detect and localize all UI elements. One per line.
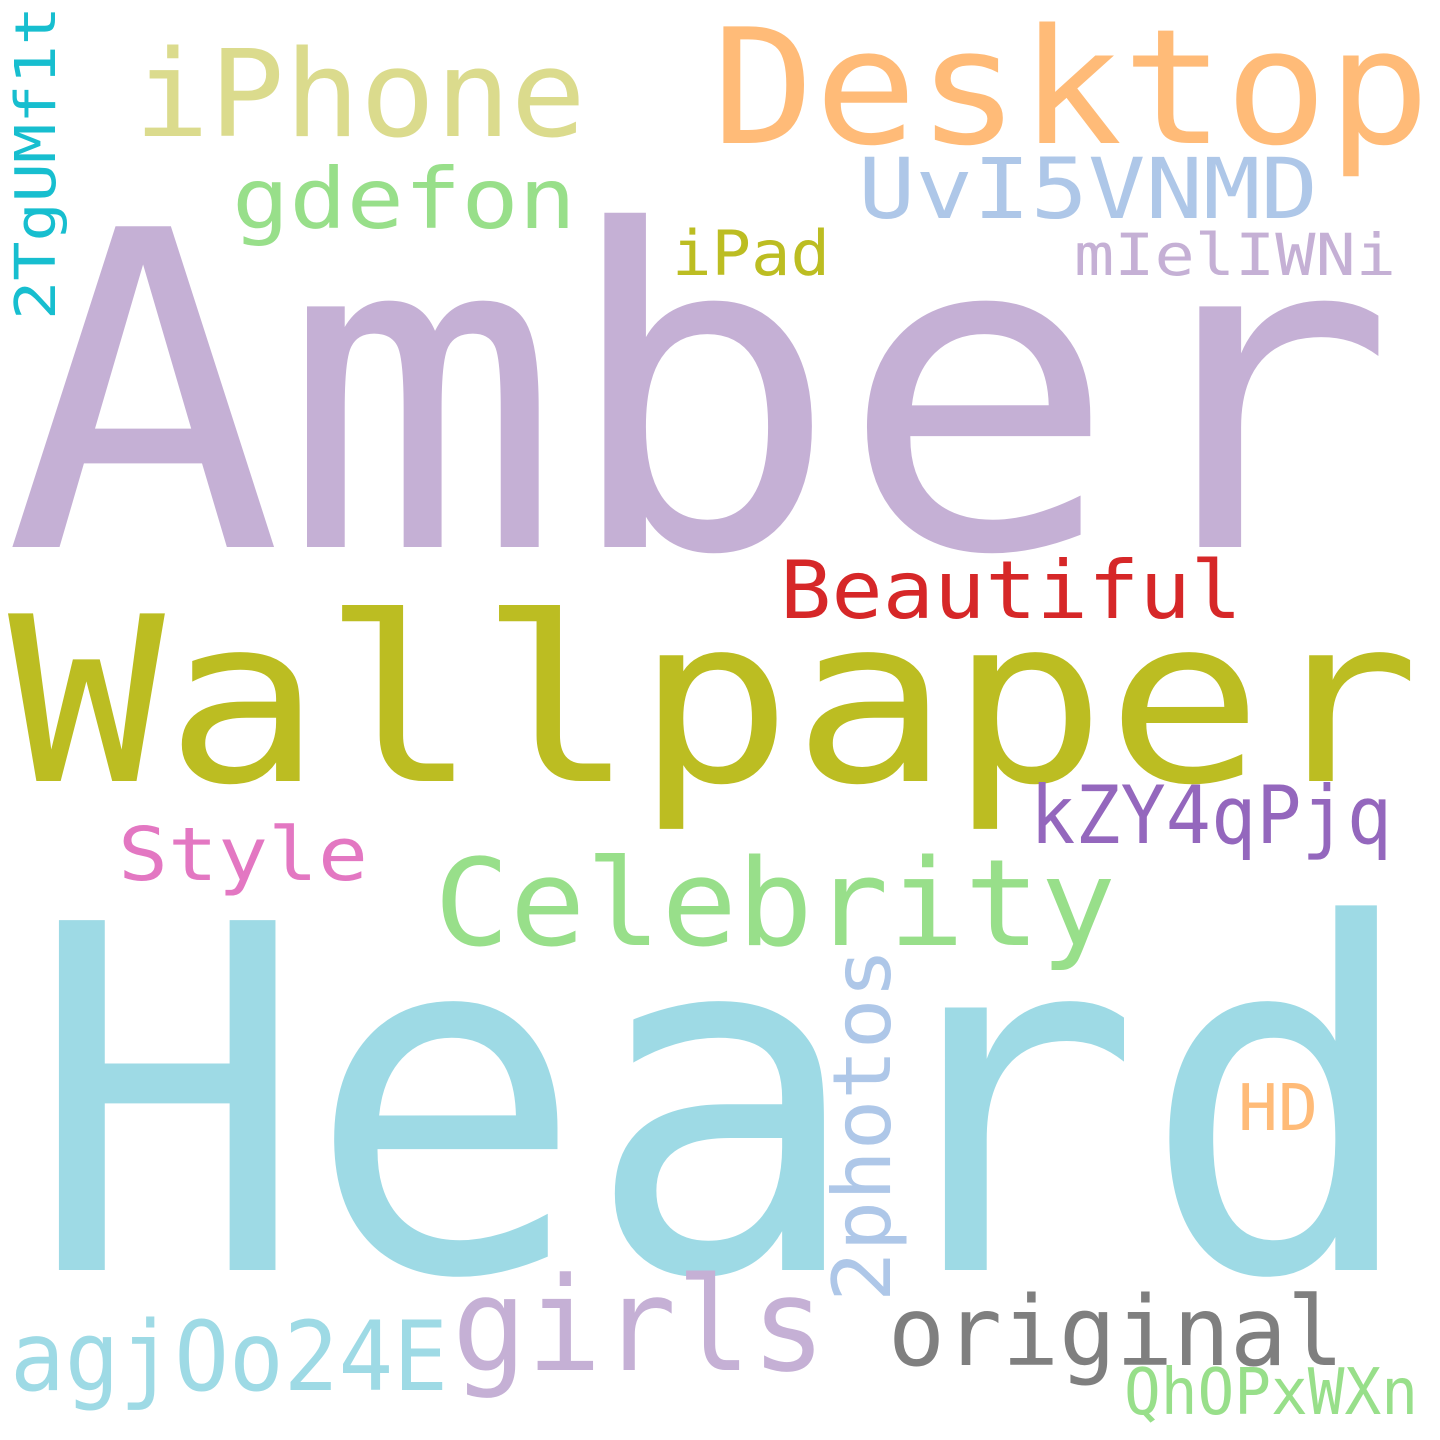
word-2tgumf1t: 2TgUMf1t xyxy=(4,6,69,320)
word-hd: HD xyxy=(1238,1072,1318,1146)
word-celebrity: Celebrity xyxy=(434,835,1116,974)
word-2photos: 2photos xyxy=(816,948,909,1302)
word-girls: girls xyxy=(452,1249,826,1401)
word-ipad: iPad xyxy=(672,217,830,290)
word-original: original xyxy=(888,1276,1344,1388)
word-amber: Amber xyxy=(4,139,1396,651)
word-kzy4qpjq: kZY4qPjq xyxy=(1030,769,1392,862)
word-gdefon: gdefon xyxy=(232,150,576,248)
word-uvi5vnmd: UvI5VNMD xyxy=(858,140,1318,238)
word-iphone: iPhone xyxy=(134,26,586,165)
word-mielIwni: mIelIWNi xyxy=(1074,221,1396,289)
word-agjoo24e: agjOo24E xyxy=(10,1301,448,1413)
word-heard: Heard xyxy=(28,825,1420,1384)
word-desktop: Desktop xyxy=(712,0,1430,181)
word-style: Style xyxy=(118,812,368,898)
word-qhopxwxn: QhOPxWXn xyxy=(1124,1356,1418,1430)
word-wallpaper: Wallpaper xyxy=(8,569,1420,836)
word-beautiful: Beautiful xyxy=(780,544,1242,637)
